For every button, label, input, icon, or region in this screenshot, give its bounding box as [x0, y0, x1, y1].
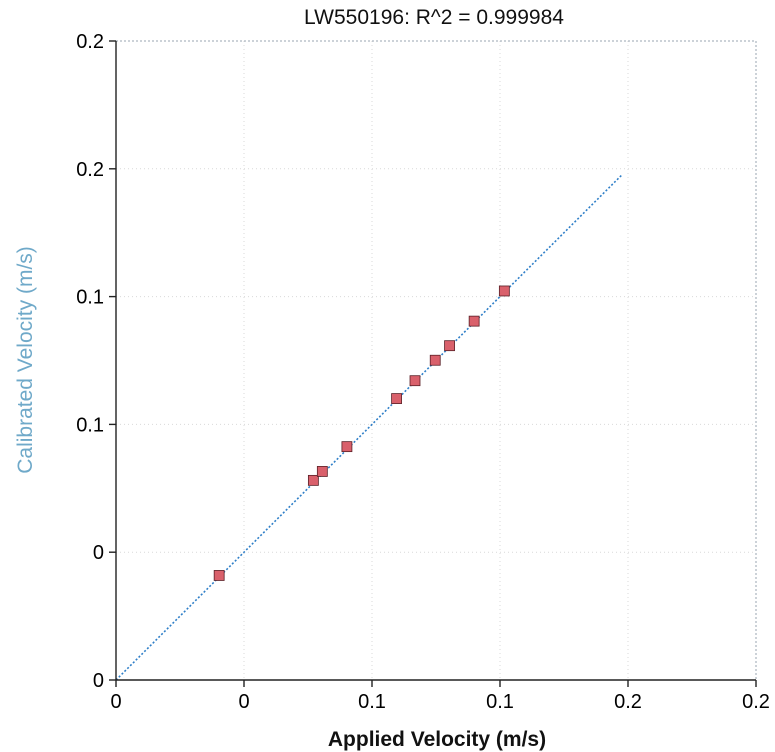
- y-tick-label: 0.2: [76, 159, 104, 181]
- y-tick-label: 0: [93, 542, 104, 564]
- fit-line-group: [115, 174, 623, 681]
- y-tick-label: 0.1: [76, 287, 104, 309]
- x-axis-label: Applied Velocity (m/s): [328, 728, 546, 751]
- data-point: [316, 466, 328, 477]
- data-point: [341, 441, 353, 453]
- x-tick-label: 0: [110, 691, 121, 713]
- data-point: [444, 340, 455, 352]
- x-axis: 0 0 0.1 0.1 0.2 0.2: [110, 679, 770, 713]
- data-point: [468, 315, 480, 327]
- plot-frame: [115, 40, 757, 681]
- x-tick-label: 0.2: [742, 691, 770, 713]
- data-point: [307, 474, 319, 486]
- x-tick-label: 0.1: [358, 691, 386, 713]
- x-tick-label: 0.2: [614, 691, 642, 713]
- x-tick-label: 0: [238, 691, 249, 713]
- points-group: [213, 285, 510, 581]
- data-point: [213, 570, 225, 581]
- data-point: [391, 393, 402, 404]
- grid: [116, 41, 756, 680]
- data-point: [498, 285, 510, 297]
- y-axis: 0 0 0.1 0.1 0.2 0.2: [76, 31, 117, 692]
- data-point: [429, 354, 441, 366]
- y-tick-label: 0: [93, 670, 104, 692]
- x-tick-label: 0.1: [486, 691, 514, 713]
- chart-title: LW550196: R^2 = 0.999984: [304, 6, 564, 29]
- fit-line: [115, 174, 623, 681]
- y-axis-label: Calibrated Velocity (m/s): [14, 246, 37, 474]
- data-point: [409, 375, 421, 387]
- y-tick-label: 0.1: [76, 414, 104, 436]
- y-tick-label: 0.2: [76, 31, 104, 53]
